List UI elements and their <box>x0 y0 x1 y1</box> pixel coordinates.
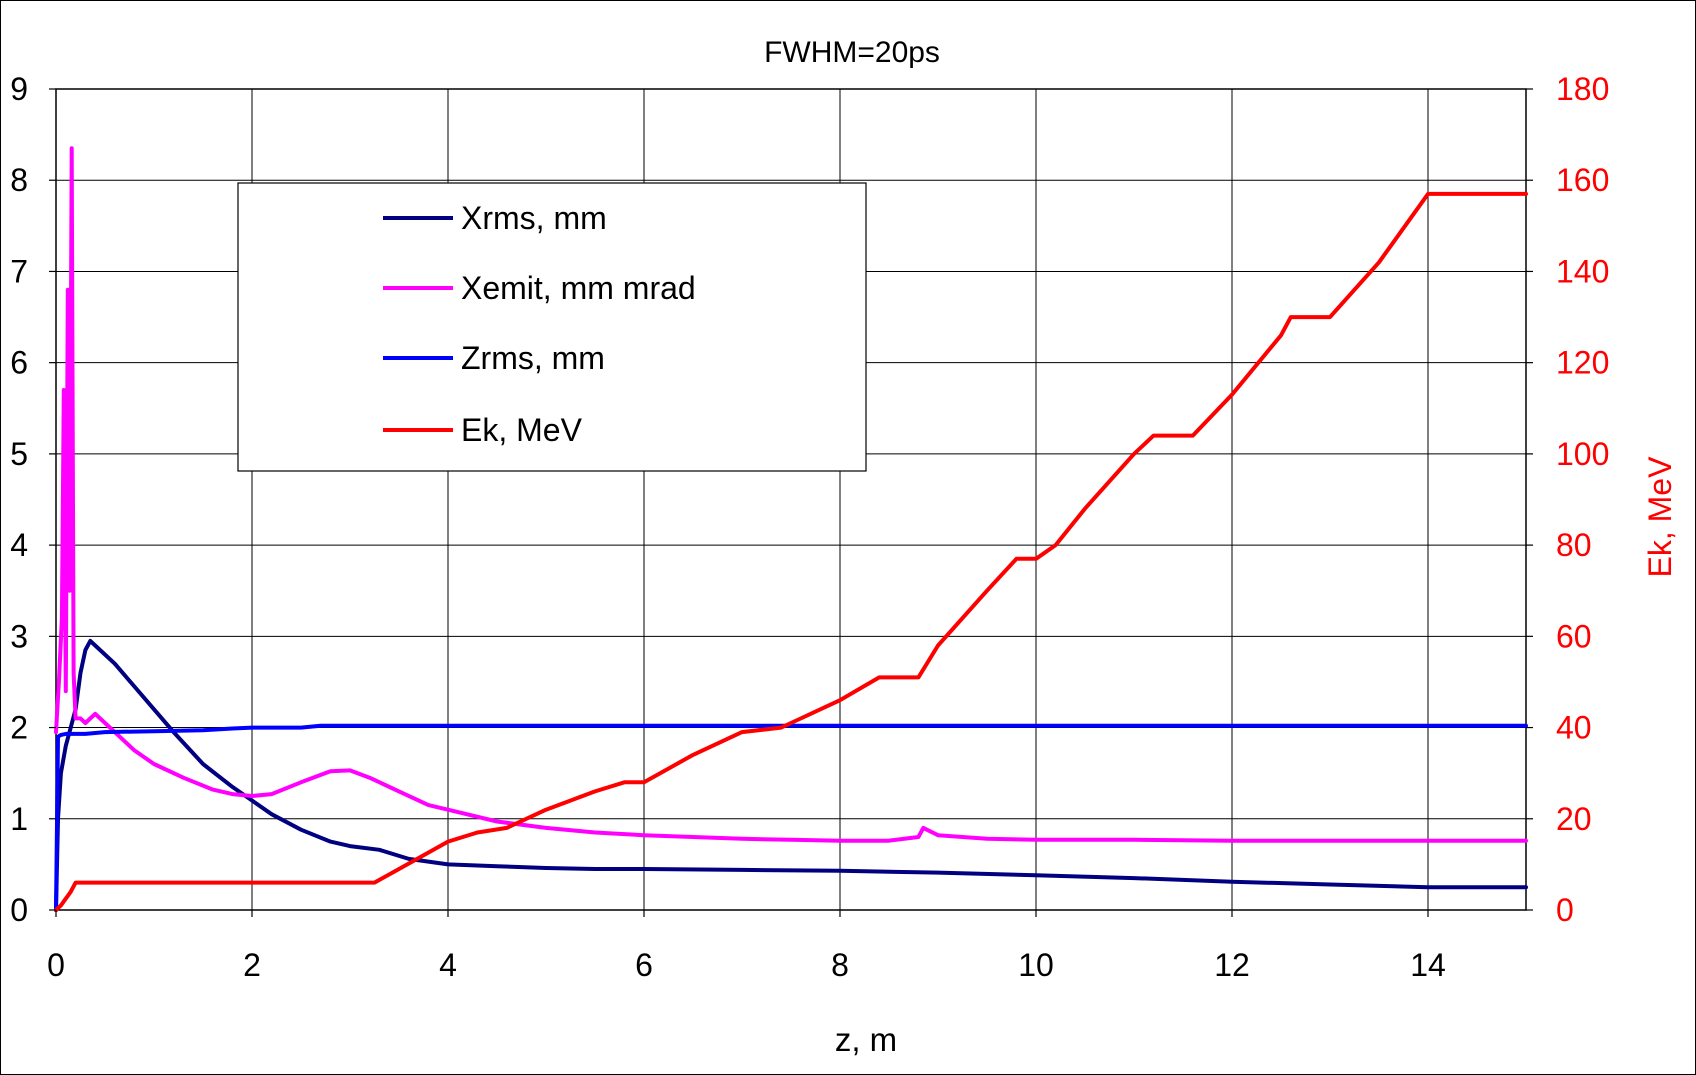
x-tick-label: 6 <box>635 947 653 983</box>
y-tick-label: 6 <box>10 345 28 381</box>
y-tick-label: 9 <box>10 71 28 107</box>
y-tick-label: 0 <box>10 892 28 928</box>
y-tick-label: 7 <box>10 253 28 289</box>
y2-tick-label: 0 <box>1556 892 1574 928</box>
x-tick-label: 10 <box>1018 947 1054 983</box>
x-axis-label: z, m <box>835 1021 897 1058</box>
y2-tick-label: 140 <box>1556 253 1609 289</box>
y2-tick-label: 180 <box>1556 71 1609 107</box>
y-tick-label: 2 <box>10 710 28 746</box>
series-line-xrms <box>54 638 1528 912</box>
x-tick-label: 8 <box>831 947 849 983</box>
y2-tick-label: 60 <box>1556 618 1592 654</box>
series-line-zrms <box>54 723 1528 912</box>
y-tick-label: 1 <box>10 801 28 837</box>
y2-tick-label: 100 <box>1556 436 1609 472</box>
x-tick-label: 12 <box>1214 947 1250 983</box>
legend-label-zrms: Zrms, mm <box>461 340 605 376</box>
y2-tick-label: 40 <box>1556 710 1592 746</box>
x-tick-label: 2 <box>243 947 261 983</box>
x-tick-label: 0 <box>47 947 65 983</box>
plot-area <box>55 88 1527 911</box>
y2-tick-label: 160 <box>1556 162 1609 198</box>
y-tick-label: 4 <box>10 527 28 563</box>
legend-box <box>237 182 867 472</box>
legend: Xrms, mm Xemit, mm mrad Zrms, mm Ek, MeV <box>237 182 867 472</box>
y2-tick-label: 20 <box>1556 801 1592 837</box>
legend-label-ek: Ek, MeV <box>461 412 583 448</box>
y2-tick-label: 80 <box>1556 527 1592 563</box>
y-tick-label: 3 <box>10 618 28 654</box>
chart-title: FWHM=20ps <box>764 36 940 69</box>
legend-label-xemit: Xemit, mm mrad <box>461 270 696 306</box>
series-line-xemit <box>54 146 1528 843</box>
y-tick-label: 5 <box>10 436 28 472</box>
legend-label-xrms: Xrms, mm <box>461 200 607 236</box>
y2-axis-label: Ek, MeV <box>1642 456 1678 578</box>
series-group <box>54 146 1528 912</box>
y-tick-label: 8 <box>10 162 28 198</box>
y2-tick-label: 120 <box>1556 345 1609 381</box>
x-tick-label: 14 <box>1410 947 1446 983</box>
series-line-ek <box>54 191 1528 912</box>
x-tick-label: 4 <box>439 947 457 983</box>
